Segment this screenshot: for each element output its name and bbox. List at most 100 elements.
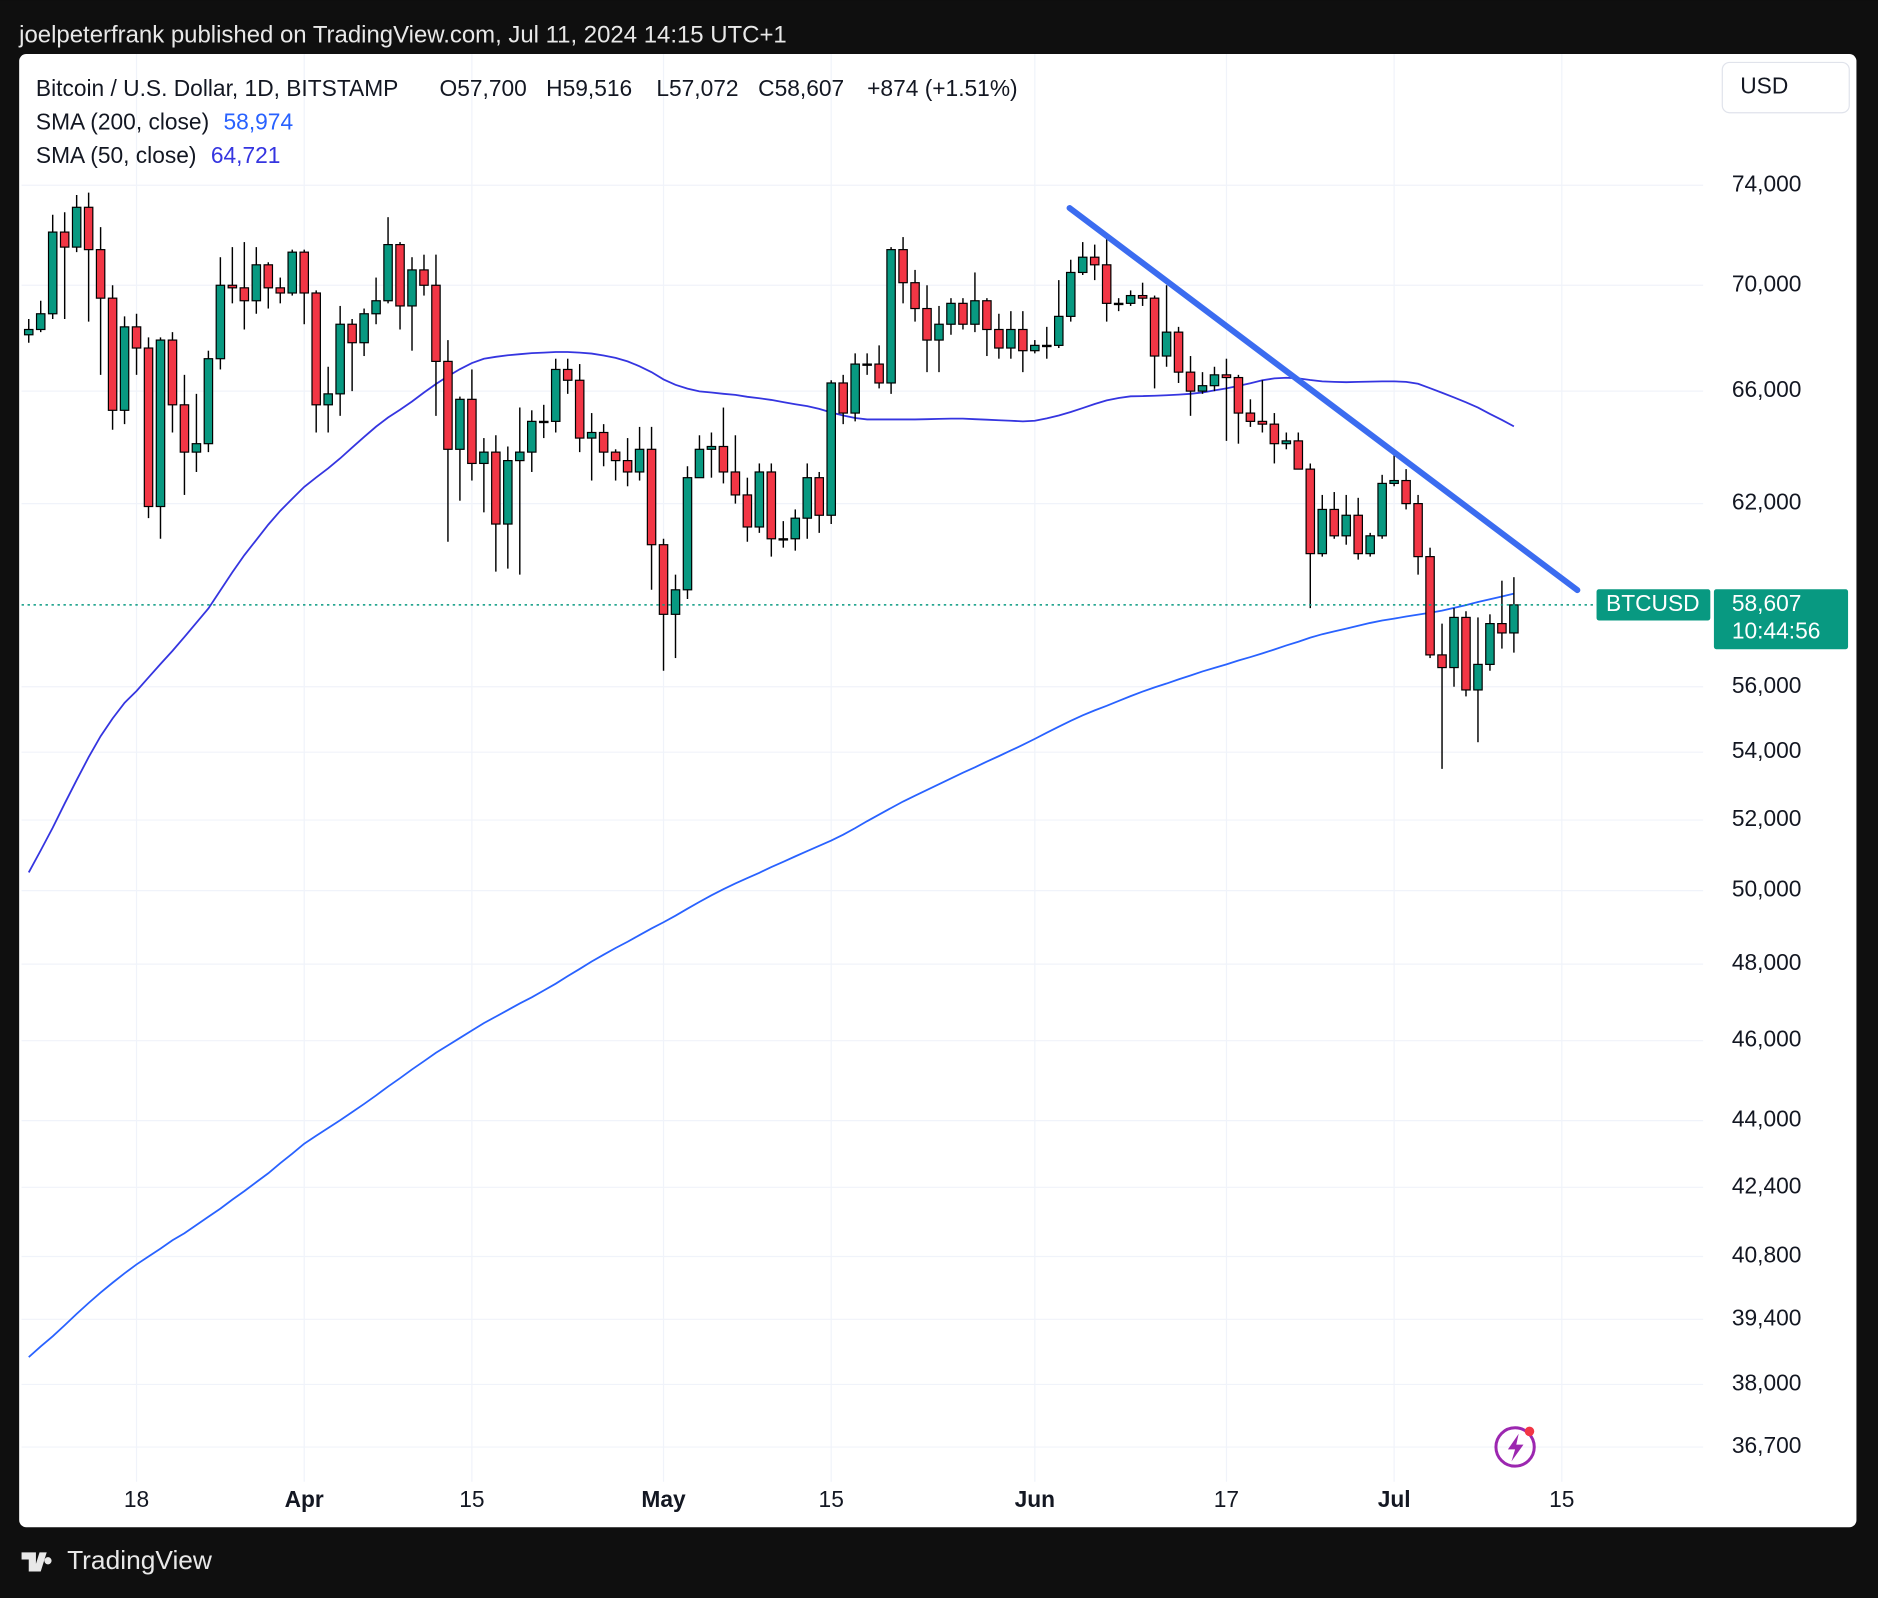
candle-body (239, 287, 250, 302)
candle-body (395, 243, 405, 307)
candle-body (1221, 374, 1232, 379)
candle-body (515, 451, 525, 462)
candle-body (874, 363, 884, 384)
candle-body (586, 431, 597, 439)
candle-body (778, 538, 789, 541)
candle-body (227, 284, 238, 289)
y-tick-label: 52,000 (1732, 805, 1802, 831)
candle-body (1425, 556, 1435, 656)
candle-body (491, 451, 501, 525)
y-tick-label: 38,000 (1732, 1369, 1802, 1395)
candle-body (467, 398, 477, 465)
y-tick-label: 50,000 (1732, 876, 1802, 902)
icon-dot[interactable] (1524, 1426, 1535, 1437)
indicator-value: 58,974 (224, 109, 294, 135)
x-tick-label: Jul (1378, 1486, 1411, 1512)
candle-body (83, 206, 94, 251)
candle-body (287, 251, 298, 294)
candle-body (503, 460, 513, 525)
y-tick-label: 66,000 (1732, 376, 1802, 402)
candle-body (814, 477, 825, 516)
candle-body (1245, 412, 1256, 422)
candle-body (1413, 503, 1423, 558)
candle-body (1089, 256, 1100, 266)
candle-body (299, 251, 310, 294)
candle-body (826, 382, 836, 516)
ohlc-label: L57,072 (656, 75, 738, 101)
icon-ring[interactable] (1494, 1426, 1536, 1468)
footer-brand: TradingView (67, 1545, 213, 1575)
candle-body (850, 363, 860, 414)
candle-body (946, 302, 956, 325)
candle-body (922, 307, 932, 341)
symbol-title: Bitcoin / U.S. Dollar, 1D, BITSTAMP (36, 75, 398, 101)
candle-body (275, 287, 286, 294)
price-tag-value: 58,607 (1732, 590, 1802, 616)
candle-body (634, 448, 645, 473)
x-tick-label: 15 (1549, 1486, 1574, 1512)
candle-body (658, 544, 669, 615)
x-tick-label: 17 (1214, 1486, 1239, 1512)
candle-body (419, 269, 429, 286)
candle-body (1485, 623, 1495, 665)
candle-body (431, 284, 441, 362)
y-tick-label: 40,800 (1732, 1242, 1802, 1268)
grid (21, 54, 1704, 1482)
candle-body (311, 292, 321, 406)
candle-body (119, 326, 130, 411)
candle-body (1257, 420, 1268, 425)
candle-body (143, 347, 154, 508)
candle-body (371, 300, 381, 315)
candle-body (862, 363, 872, 366)
candle-body (35, 313, 46, 331)
ohlc-label: H59,516 (546, 75, 632, 101)
candle-body (1018, 328, 1028, 352)
candle-body (131, 326, 142, 349)
alert-icon[interactable] (1494, 1426, 1536, 1468)
candle-body (1006, 328, 1016, 349)
candle-body (898, 249, 908, 284)
candle-body (1065, 271, 1076, 317)
candle-body (479, 451, 489, 465)
candle-body (455, 398, 465, 450)
candle-body (1449, 616, 1459, 669)
legend: Bitcoin / U.S. Dollar, 1D, BITSTAMP O57,… (36, 75, 1018, 168)
currency-box[interactable] (1721, 61, 1850, 114)
candle-body (1077, 256, 1088, 274)
candle-body (694, 448, 705, 479)
candle-body (538, 420, 549, 424)
candle-body (107, 297, 118, 411)
y-tick-label: 62,000 (1732, 489, 1802, 515)
candle-body (347, 323, 357, 344)
candle-body (934, 323, 944, 341)
candle-body (1137, 294, 1148, 299)
currency[interactable]: USD (1740, 73, 1788, 99)
candle-body (910, 282, 920, 310)
candle-body (47, 231, 58, 315)
candle-body (1341, 514, 1352, 537)
symbol-tag (1596, 589, 1711, 621)
price-tag (1713, 589, 1849, 650)
candle-body (1030, 344, 1040, 352)
candle-body (215, 284, 226, 360)
candle-body (994, 328, 1004, 349)
candle-body (622, 460, 633, 473)
x-tick-label: May (641, 1486, 686, 1512)
logo-mark (21, 1552, 52, 1572)
plot-area (21, 192, 1704, 1358)
candle-body (1042, 344, 1052, 348)
currency-button[interactable]: USD (1721, 61, 1850, 114)
candle-body (982, 300, 992, 331)
y-tick-label: 74,000 (1732, 170, 1802, 196)
icon-bolt[interactable] (1507, 1433, 1524, 1462)
ohlc-label: O57,700 (440, 75, 527, 101)
candle-body (646, 448, 657, 546)
candle-body (23, 328, 34, 336)
y-tick-label: 44,000 (1732, 1106, 1802, 1132)
candle-body (95, 249, 106, 299)
candle-body (574, 379, 585, 439)
y-tick-label: 42,400 (1732, 1172, 1802, 1198)
y-tick-label: 56,000 (1732, 672, 1802, 698)
